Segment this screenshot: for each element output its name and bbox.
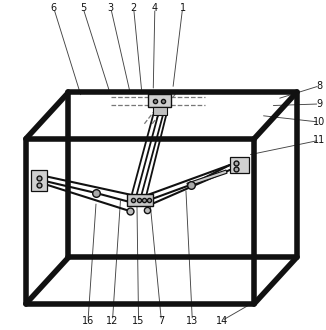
Bar	[31, 170, 47, 191]
Text: 10: 10	[313, 117, 326, 127]
Text: 16: 16	[82, 316, 94, 326]
Text: 13: 13	[186, 316, 199, 326]
Text: 14: 14	[215, 316, 228, 326]
Bar	[153, 107, 167, 115]
Text: 5: 5	[80, 3, 86, 13]
Text: 6: 6	[51, 3, 57, 13]
Text: 15: 15	[132, 316, 145, 326]
Text: 1: 1	[180, 3, 185, 13]
Text: 9: 9	[317, 99, 322, 109]
Text: 8: 8	[317, 81, 322, 91]
Text: 11: 11	[313, 135, 326, 145]
FancyArrow shape	[187, 170, 227, 186]
Text: 2: 2	[130, 3, 137, 13]
Text: 12: 12	[106, 316, 119, 326]
Bar	[127, 194, 153, 206]
Bar	[148, 94, 171, 107]
Text: 3: 3	[108, 3, 114, 13]
Bar	[230, 157, 249, 173]
Text: 7: 7	[158, 316, 165, 326]
Text: 4: 4	[152, 3, 158, 13]
